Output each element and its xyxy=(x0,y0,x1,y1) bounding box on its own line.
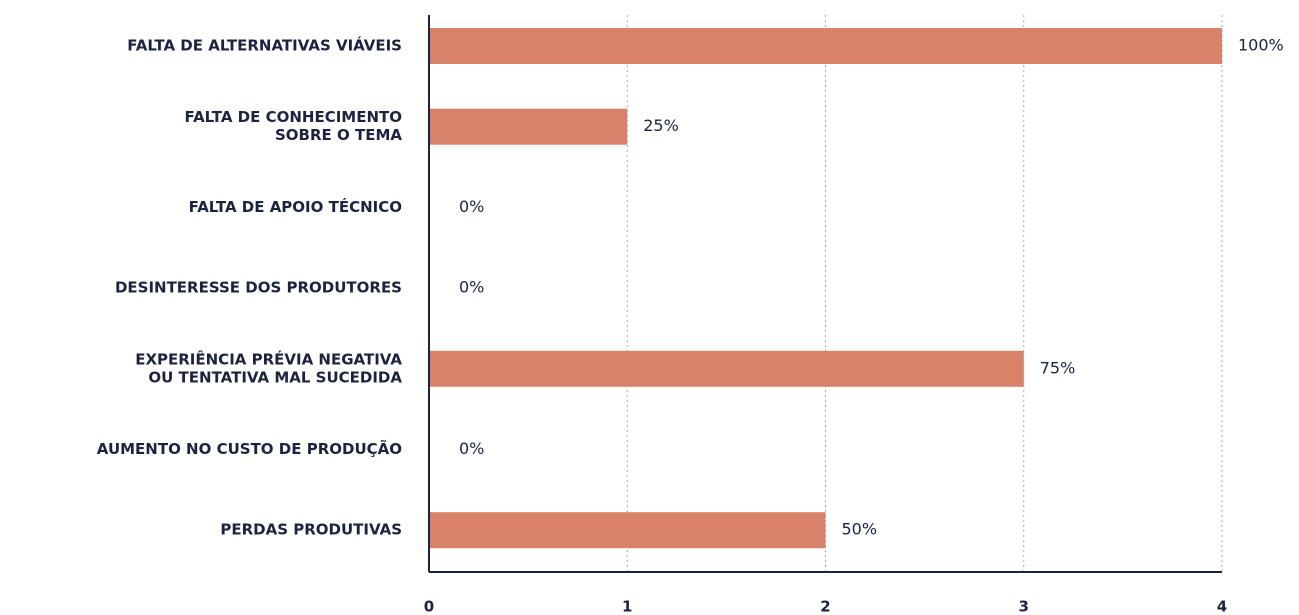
x-tick-label: 3 xyxy=(1019,598,1029,615)
value-label: 25% xyxy=(643,116,679,135)
bar xyxy=(429,512,826,549)
bar xyxy=(429,350,1024,387)
value-label: 0% xyxy=(459,439,484,458)
value-label: 0% xyxy=(459,278,484,297)
category-label: OU TENTATIVA MAL SUCEDIDA xyxy=(148,368,402,386)
x-tick-label: 1 xyxy=(622,598,632,615)
category-label: FALTA DE APOIO TÉCNICO xyxy=(189,197,402,216)
category-label: EXPERIÊNCIA PRÉVIA NEGATIVA xyxy=(135,349,402,368)
value-label: 75% xyxy=(1040,358,1076,377)
x-tick-label: 0 xyxy=(424,598,434,615)
category-label: FALTA DE ALTERNATIVAS VIÁVEIS xyxy=(127,36,402,55)
category-label: FALTA DE CONHECIMENTO xyxy=(185,108,402,126)
category-label: AUMENTO NO CUSTO DE PRODUÇÃO xyxy=(97,439,402,458)
value-label: 100% xyxy=(1238,36,1284,55)
category-label: SOBRE O TEMA xyxy=(275,126,402,144)
x-tick-label: 2 xyxy=(820,598,830,615)
bar xyxy=(429,28,1222,64)
value-label: 0% xyxy=(459,197,484,216)
value-label: 50% xyxy=(842,520,878,539)
x-tick-label: 4 xyxy=(1217,598,1227,615)
bar xyxy=(429,108,628,145)
category-label: DESINTERESSE DOS PRODUTORES xyxy=(115,279,402,297)
category-label: PERDAS PRODUTIVAS xyxy=(220,521,402,539)
